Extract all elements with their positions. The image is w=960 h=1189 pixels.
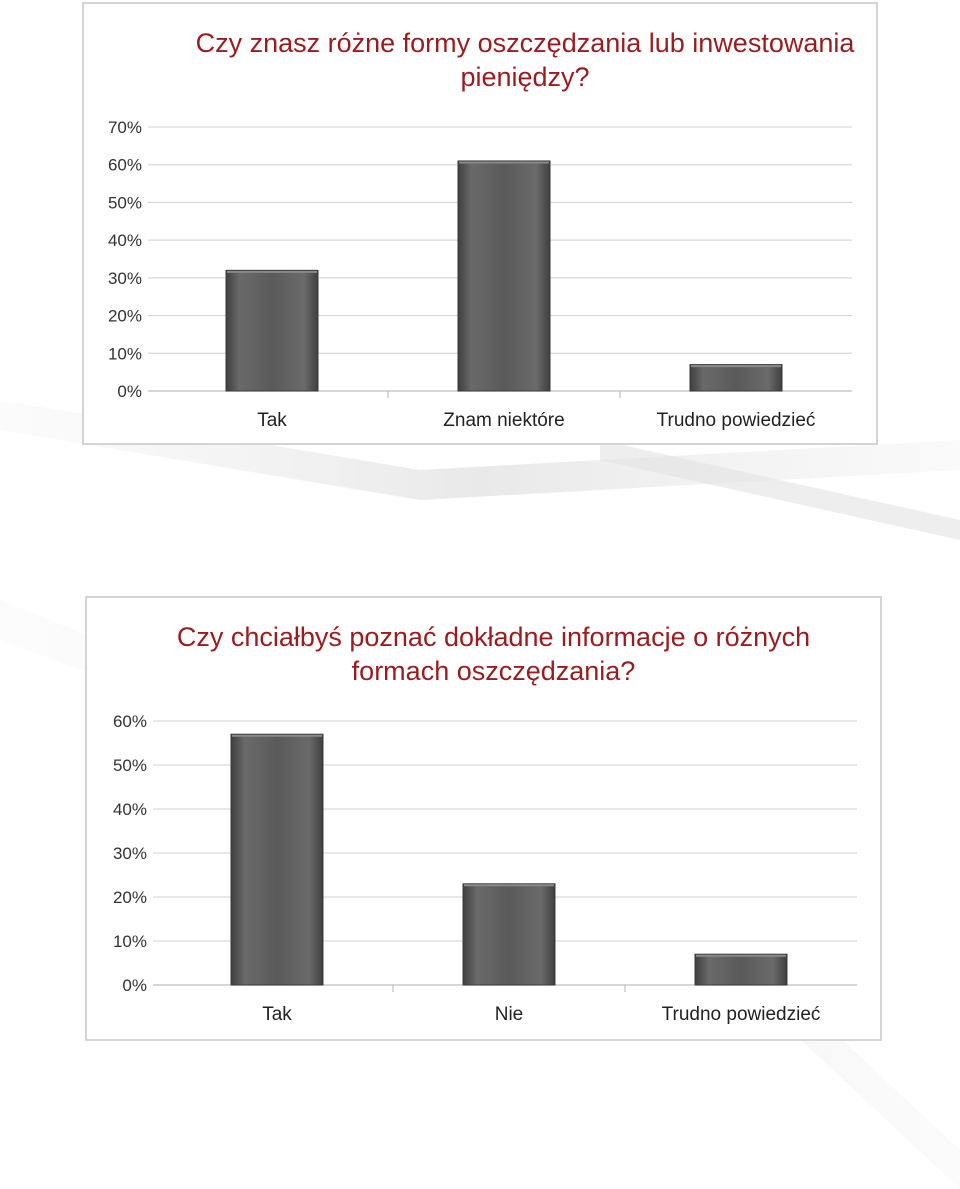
x-category-label: Trudno powiedzieć: [657, 410, 816, 431]
bar: [694, 953, 788, 986]
chart-plot: 0% 10% 20% 30% 40% 50% 60% 70% Tak Znam niektóre T…: [108, 118, 852, 431]
y-tick-label: 0%: [117, 382, 142, 401]
x-category-label: Tak: [262, 1004, 292, 1025]
chart-title: Czy znasz różne formy oszczędzania lub i…: [195, 28, 855, 92]
y-tick-label: 60%: [113, 712, 147, 731]
x-category-label: Trudno powiedzieć: [662, 1004, 821, 1025]
chart-known-savings-forms: Czy znasz różne formy oszczędzania lub i…: [82, 2, 878, 445]
x-category-label: Nie: [495, 1004, 524, 1025]
bar: [230, 733, 324, 986]
chart-title: Czy chciałbyś poznać dokładne informacje…: [176, 622, 811, 686]
bar: [457, 160, 551, 392]
y-tick-label: 40%: [113, 800, 147, 819]
y-tick-label: 30%: [113, 844, 147, 863]
y-tick-label: 50%: [108, 193, 142, 212]
chart-plot: 0% 10% 20% 30% 40% 50% 60% Tak Nie Trudno powiedz…: [113, 712, 857, 1025]
y-tick-label: 20%: [113, 888, 147, 907]
x-category-label: Tak: [257, 410, 287, 431]
y-tick-label: 60%: [108, 156, 142, 175]
y-tick-label: 30%: [108, 269, 142, 288]
y-tick-label: 20%: [108, 307, 142, 326]
chart-want-savings-info: Czy chciałbyś poznać dokładne informacje…: [85, 596, 882, 1041]
y-tick-label: 40%: [108, 231, 142, 250]
y-tick-label: 70%: [108, 118, 142, 137]
y-tick-label: 10%: [113, 932, 147, 951]
bar: [689, 364, 783, 392]
y-tick-label: 50%: [113, 756, 147, 775]
y-tick-label: 0%: [122, 976, 147, 995]
bar: [225, 269, 319, 392]
y-tick-label: 10%: [108, 344, 142, 363]
x-category-label: Znam niektóre: [443, 410, 564, 431]
bar: [462, 883, 556, 986]
